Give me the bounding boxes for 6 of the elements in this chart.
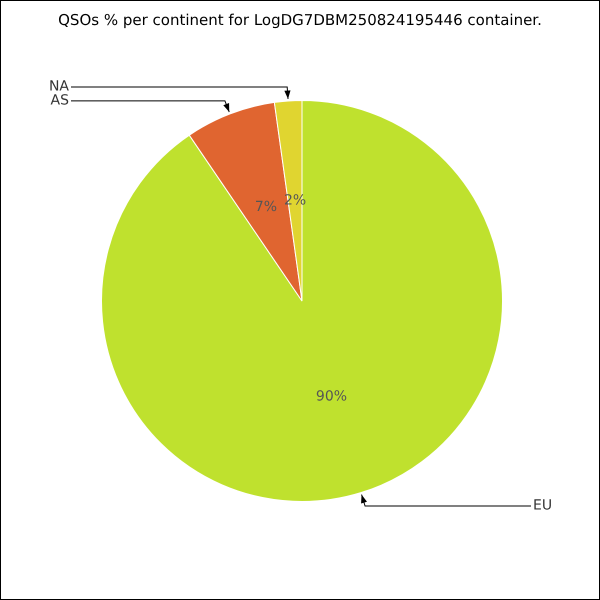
data-label: 7% — [254, 199, 278, 216]
slice-label: EU — [533, 498, 552, 514]
chart-title: QSOs % per continent for LogDG7DBM250824195446 container. — [57, 11, 543, 29]
slice-label: AS — [50, 92, 70, 108]
data-label: 90% — [316, 388, 348, 404]
slice-label: NA — [48, 78, 70, 95]
